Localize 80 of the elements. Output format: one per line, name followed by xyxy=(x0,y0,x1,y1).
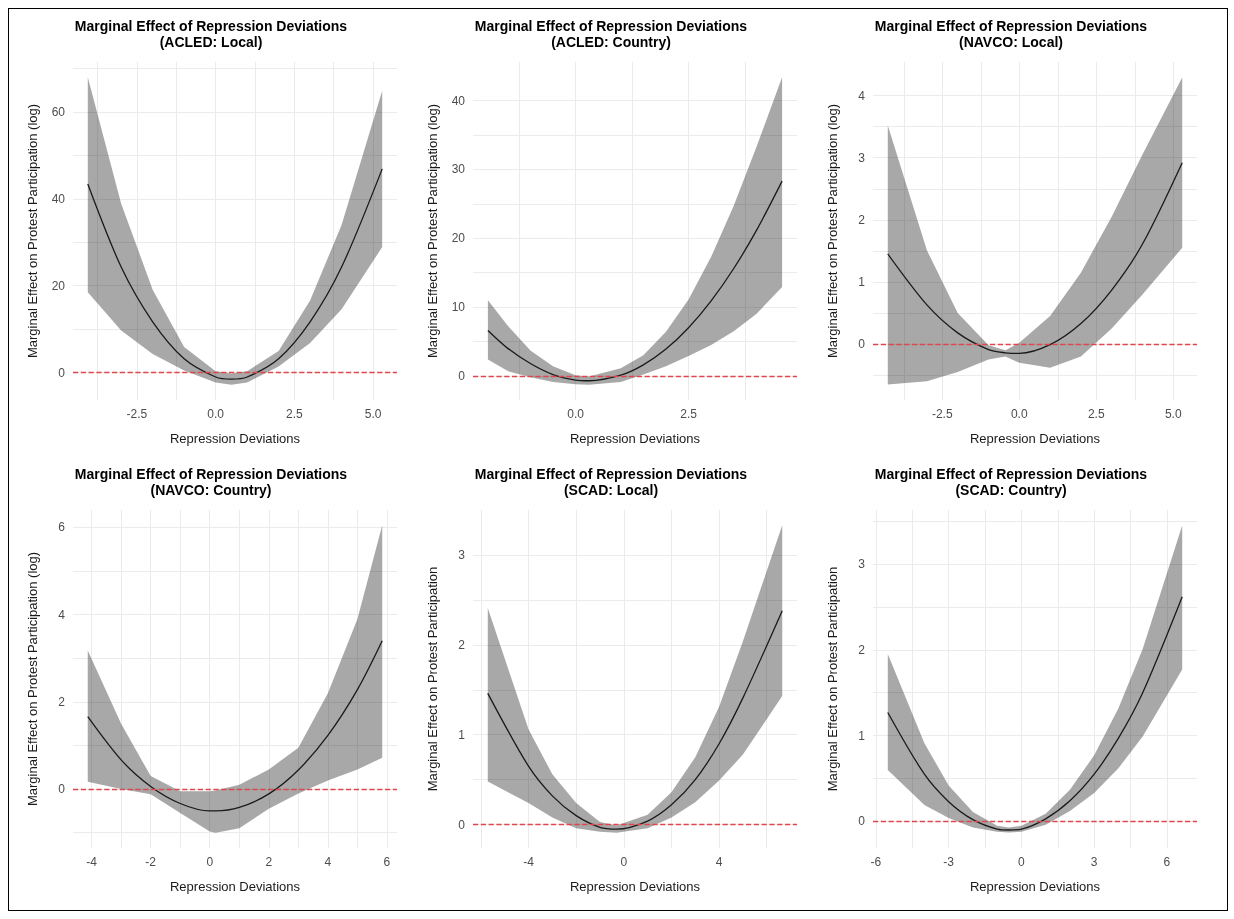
x-tick-label: 2.5 xyxy=(1087,407,1105,421)
x-tick-label: 0.0 xyxy=(1010,407,1028,421)
x-axis-title: Repression Deviations xyxy=(169,431,301,446)
y-tick-label: 4 xyxy=(858,88,866,103)
y-tick-label: 1 xyxy=(858,728,866,743)
x-axis-title: Repression Deviations xyxy=(969,879,1101,894)
y-tick-label: 4 xyxy=(58,607,66,622)
y-tick-label: 3 xyxy=(858,150,866,165)
y-tick-label: 0 xyxy=(58,365,66,380)
x-tick-label: 0 xyxy=(1018,855,1026,869)
y-tick-label: 10 xyxy=(451,300,466,315)
chart-subtitle: (NAVCO: Local) xyxy=(959,34,1063,50)
x-tick-label: 0.0 xyxy=(567,407,585,421)
y-tick-label: 40 xyxy=(451,93,466,108)
x-tick-label: 6 xyxy=(1163,855,1171,869)
y-tick-label: 20 xyxy=(51,278,66,293)
x-tick-label: 0 xyxy=(620,855,628,869)
x-tick-label: 4 xyxy=(324,855,332,869)
y-tick-label: 2 xyxy=(58,694,66,709)
x-axis-title: Repression Deviations xyxy=(569,431,701,446)
chart-title: Marginal Effect of Repression Deviations xyxy=(74,466,348,482)
line-series xyxy=(887,595,1183,831)
y-tick-label: 2 xyxy=(458,637,466,652)
x-tick-label: 2.5 xyxy=(286,407,304,421)
x-tick-label: 2 xyxy=(265,855,273,869)
y-tick-label: 30 xyxy=(451,162,466,177)
x-tick-label: -4 xyxy=(86,855,98,869)
chart-subtitle: (ACLED: Local) xyxy=(159,34,263,50)
chart-subtitle: (NAVCO: Country) xyxy=(150,482,272,498)
chart-subtitle: (SCAD: Country) xyxy=(955,482,1067,498)
chart-title: Marginal Effect of Repression Deviations xyxy=(474,18,748,34)
x-tick-label: -4 xyxy=(523,855,535,869)
y-axis-title: Marginal Effect on Protest Participation xyxy=(825,566,840,792)
x-tick-label: 0.0 xyxy=(207,407,225,421)
y-tick-label: 20 xyxy=(451,231,466,246)
chart-title: Marginal Effect of Repression Deviations xyxy=(74,18,348,34)
y-tick-label: 0 xyxy=(858,337,866,352)
x-axis-title: Repression Deviations xyxy=(969,431,1101,446)
y-axis-title: Marginal Effect on Protest Participation xyxy=(425,566,440,792)
x-tick-label: 2.5 xyxy=(680,407,698,421)
y-tick-label: 0 xyxy=(458,817,466,832)
y-tick-label: 1 xyxy=(458,727,466,742)
x-tick-label: 0 xyxy=(206,855,214,869)
x-tick-label: 5.0 xyxy=(364,407,382,421)
y-tick-label: 0 xyxy=(58,782,66,797)
y-tick-label: 3 xyxy=(458,547,466,562)
y-tick-label: 2 xyxy=(858,212,866,227)
line-series xyxy=(487,610,783,830)
x-tick-label: 4 xyxy=(715,855,723,869)
chart-subtitle: (ACLED: Country) xyxy=(551,34,671,50)
line-series xyxy=(87,168,383,380)
x-tick-label: -2.5 xyxy=(931,407,953,421)
y-axis-title: Marginal Effect on Protest Participation (log) xyxy=(425,103,440,359)
x-tick-label: -2 xyxy=(145,855,157,869)
x-tick-label: 6 xyxy=(383,855,391,869)
y-axis-title: Marginal Effect on Protest Participation (log) xyxy=(25,551,40,807)
x-tick-label: -6 xyxy=(870,855,882,869)
x-tick-label: -3 xyxy=(943,855,955,869)
line-series xyxy=(87,640,383,812)
y-tick-label: 0 xyxy=(458,368,466,383)
x-axis-title: Repression Deviations xyxy=(569,879,701,894)
y-tick-label: 6 xyxy=(58,520,66,535)
y-axis-title: Marginal Effect on Protest Participation (log) xyxy=(825,103,840,359)
x-tick-label: -2.5 xyxy=(126,407,148,421)
y-tick-label: 2 xyxy=(858,642,866,657)
y-tick-label: 40 xyxy=(51,191,66,206)
y-tick-label: 0 xyxy=(858,814,866,829)
x-tick-label: 5.0 xyxy=(1164,407,1182,421)
y-tick-label: 1 xyxy=(858,274,866,289)
line-series xyxy=(887,162,1183,355)
y-tick-label: 60 xyxy=(51,104,66,119)
line-series xyxy=(487,180,783,382)
y-axis-title: Marginal Effect on Protest Participation (log) xyxy=(25,103,40,359)
y-tick-label: 3 xyxy=(858,557,866,572)
chart-title: Marginal Effect of Repression Deviations xyxy=(874,466,1148,482)
chart-title: Marginal Effect of Repression Deviations xyxy=(474,466,748,482)
x-axis-title: Repression Deviations xyxy=(169,879,301,894)
x-tick-label: 3 xyxy=(1090,855,1098,869)
chart-title: Marginal Effect of Repression Deviations xyxy=(874,18,1148,34)
chart-subtitle: (SCAD: Local) xyxy=(563,482,659,498)
